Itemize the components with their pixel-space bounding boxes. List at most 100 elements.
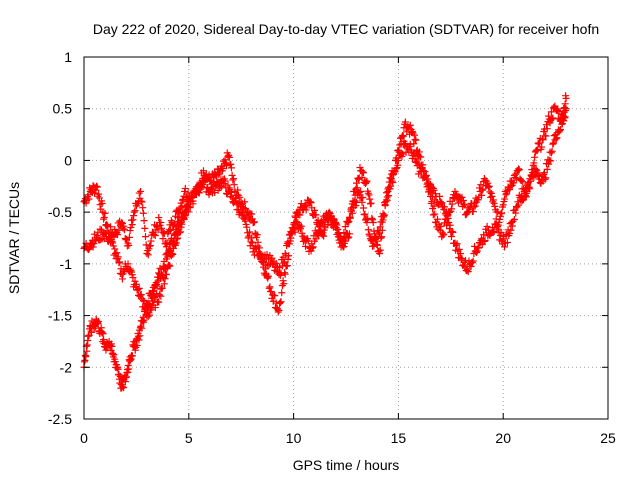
track-a-point xyxy=(543,125,551,133)
track-a-point xyxy=(485,182,493,190)
track-c-point xyxy=(185,203,193,211)
track-a-point xyxy=(548,115,556,123)
track-b-point xyxy=(430,186,438,194)
track-a-point xyxy=(515,166,523,174)
track-b-point xyxy=(453,240,461,248)
track-a-point xyxy=(181,187,189,195)
track-c-point xyxy=(162,264,170,272)
track-b-point xyxy=(525,184,533,192)
y-tick-label: -1.5 xyxy=(48,308,72,324)
track-b-point xyxy=(358,198,366,206)
y-tick-label: 1 xyxy=(64,49,72,65)
track-a-point xyxy=(478,191,486,199)
track-a-point xyxy=(280,280,288,288)
track-a-point xyxy=(531,153,539,161)
track-b-point xyxy=(114,253,122,261)
track-b-point xyxy=(296,223,304,231)
x-tick-label: 25 xyxy=(600,430,616,446)
track-a-point xyxy=(294,210,302,218)
y-axis-label: SDTVAR / TECUs xyxy=(6,182,22,294)
plot-frame xyxy=(83,56,609,420)
track-a-point xyxy=(107,223,115,231)
track-b-point xyxy=(118,275,126,283)
track-a-point xyxy=(369,218,377,226)
track-b-point xyxy=(534,171,542,179)
track-b-point xyxy=(501,243,509,251)
track-c-point xyxy=(120,384,128,392)
track-c-point xyxy=(94,318,102,326)
track-b-point xyxy=(332,224,340,232)
track-b-point xyxy=(248,239,256,247)
track-a-point xyxy=(561,100,569,108)
track-b-point xyxy=(503,238,511,246)
track-c-point xyxy=(124,368,132,376)
track-b-point xyxy=(541,175,549,183)
track-b-point xyxy=(522,193,530,201)
track-b-point xyxy=(315,231,323,239)
track-a-point xyxy=(412,136,420,144)
track-a-point xyxy=(312,211,320,219)
track-b-point xyxy=(522,192,530,200)
track-a-point xyxy=(241,198,249,206)
track-b-point xyxy=(227,192,235,200)
track-a-point xyxy=(158,224,166,232)
track-a-point xyxy=(502,191,510,199)
track-a-point xyxy=(398,133,406,141)
track-b-point xyxy=(108,238,116,246)
track-b-point xyxy=(281,258,289,266)
track-a-point xyxy=(271,292,279,300)
y-tick-label: -2 xyxy=(60,359,73,375)
track-b-point xyxy=(169,250,177,258)
track-a-point xyxy=(138,198,146,206)
track-a-point xyxy=(234,186,242,194)
track-a-point xyxy=(141,224,149,232)
track-a-point xyxy=(440,230,448,238)
track-b-point xyxy=(291,228,299,236)
track-a-point xyxy=(227,160,235,168)
track-b-point xyxy=(132,280,140,288)
track-b-point xyxy=(327,212,335,220)
track-a-point xyxy=(139,209,147,217)
track-a-point xyxy=(367,199,375,207)
track-a-point xyxy=(478,186,486,194)
track-b-point xyxy=(280,259,288,267)
track-b-point xyxy=(547,149,555,157)
track-b-point xyxy=(363,218,371,226)
track-a-point xyxy=(236,193,244,201)
track-b-point xyxy=(144,312,152,320)
track-a-point xyxy=(344,234,352,242)
track-c-point xyxy=(174,230,182,238)
track-b-point xyxy=(385,183,393,191)
track-b-point xyxy=(481,237,489,245)
track-b-point xyxy=(452,241,460,249)
track-b-point xyxy=(464,268,472,276)
y-tick-label: -0.5 xyxy=(48,204,72,220)
track-a-point xyxy=(533,146,541,154)
track-a-point xyxy=(139,204,147,212)
track-b-point xyxy=(357,187,365,195)
track-b-point xyxy=(301,242,309,250)
track-a-point xyxy=(225,153,233,161)
track-a-point xyxy=(131,207,139,215)
track-b-point xyxy=(472,248,480,256)
track-b-point xyxy=(247,238,255,246)
track-a-point xyxy=(93,183,101,191)
track-b-point xyxy=(480,237,488,245)
track-c-point xyxy=(110,351,118,359)
track-b-point xyxy=(342,229,350,237)
track-c-point xyxy=(87,328,95,336)
track-a-point xyxy=(129,216,137,224)
track-a-point xyxy=(536,139,544,147)
track-b-point xyxy=(364,215,372,223)
track-a-point xyxy=(356,163,364,171)
track-b-point xyxy=(248,234,256,242)
track-a-point xyxy=(114,231,122,239)
track-a-point xyxy=(155,214,163,222)
track-b-point xyxy=(246,228,254,236)
track-b-point xyxy=(113,249,121,257)
track-b-point xyxy=(449,228,457,236)
track-b-point xyxy=(562,105,570,113)
track-c-point xyxy=(128,352,136,360)
track-a-point xyxy=(279,277,287,285)
track-b-point xyxy=(394,161,402,169)
